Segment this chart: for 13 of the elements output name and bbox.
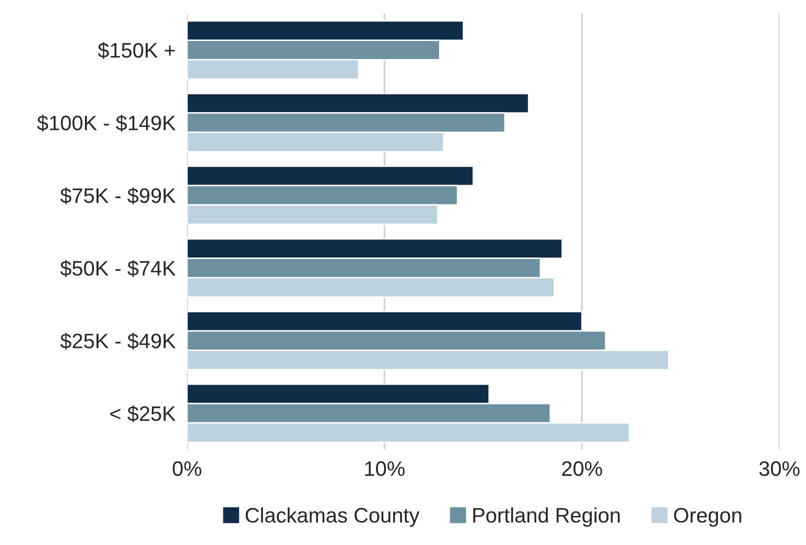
x-tick-label: 20% — [562, 461, 602, 476]
legend-label: Clackamas County — [246, 507, 420, 527]
legend-label: Portland Region — [473, 507, 620, 527]
y-tick-label: $75K - $99K — [60, 187, 176, 204]
y-tick-label: $150K + — [98, 42, 175, 59]
legend-label: Oregon — [674, 508, 742, 527]
y-tick-label: $50K - $74K — [60, 260, 176, 277]
x-tick-label: 10% — [365, 461, 405, 476]
y-tick-label: < $25K — [110, 405, 176, 422]
x-tick-label: 30% — [759, 461, 800, 476]
x-tick-label: 0% — [172, 461, 202, 476]
y-tick-label: $100K - $149K — [37, 114, 176, 132]
y-tick-label: $25K - $49K — [60, 332, 176, 350]
